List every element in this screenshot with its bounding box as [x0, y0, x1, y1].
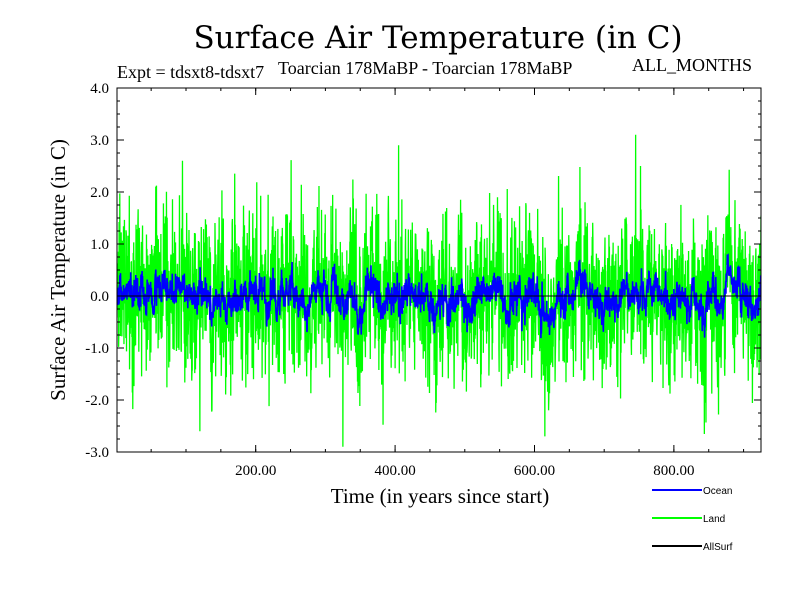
x-tick-label: 600.00: [514, 463, 555, 479]
y-tick-label: 3.0: [90, 133, 109, 149]
months-label: ALL_MONTHS: [632, 55, 752, 75]
legend-ocean-label: Ocean: [703, 486, 732, 497]
y-tick-label: -2.0: [85, 393, 109, 409]
y-tick-label: 2.0: [90, 185, 109, 201]
legend-allsurf-label: AllSurf: [703, 542, 733, 553]
legend: Ocean Land AllSurf: [652, 486, 733, 553]
x-axis: 200.00 400.00 600.00 800.00: [150, 88, 745, 479]
chart-title: Surface Air Temperature (in C): [193, 20, 682, 56]
y-tick-label: 0.0: [90, 289, 109, 305]
experiment-label: Expt = tdsxt8-tdsxt7: [117, 62, 264, 82]
y-tick-label: 1.0: [90, 237, 109, 253]
plot-area: [116, 87, 762, 453]
x-tick-label: 400.00: [374, 463, 415, 479]
x-tick-label: 200.00: [235, 463, 276, 479]
legend-land-label: Land: [703, 514, 725, 525]
y-tick-label: 4.0: [90, 81, 109, 97]
x-tick-label: 800.00: [653, 463, 694, 479]
y-tick-label: -3.0: [85, 445, 109, 461]
land-series-line: [117, 134, 761, 447]
experiment-description: Toarcian 178MaBP - Toarcian 178MaBP: [278, 58, 572, 78]
y-axis: -3.0 -2.0 -1.0 0.0 1.0 2.0 3.0 4.0: [85, 81, 761, 461]
y-axis-label: Surface Air Temperature (in C): [46, 139, 70, 401]
land-series: [117, 134, 761, 447]
y-tick-label: -1.0: [85, 341, 109, 357]
x-axis-label: Time (in years since start): [331, 484, 550, 508]
